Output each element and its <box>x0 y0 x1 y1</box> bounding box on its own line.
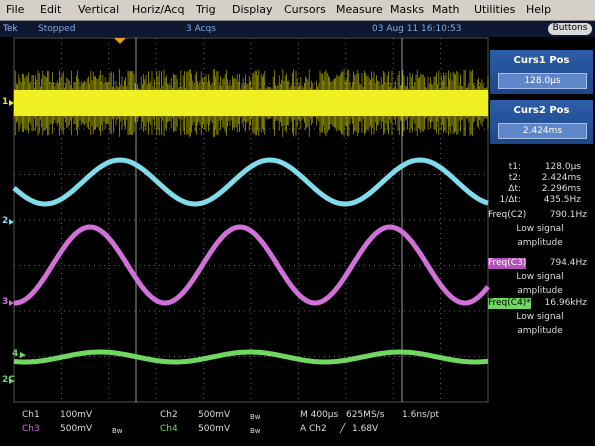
cursor-position-box[interactable]: Curs2 Pos 2.424ms <box>490 100 593 144</box>
channel-marker-arrow <box>9 219 14 225</box>
menu-item[interactable]: Vertical <box>78 3 120 16</box>
channel-name: Ch2 <box>160 410 178 420</box>
cursor-title: Curs1 Pos <box>513 55 570 66</box>
timebase-scale: M 400µs <box>300 410 339 420</box>
menu-item[interactable]: Measure <box>336 3 383 16</box>
sample-rate: 625MS/s <box>346 410 385 420</box>
brand: Tek <box>3 24 18 34</box>
readout-value: 2.424ms <box>541 173 581 183</box>
menu-item[interactable]: File <box>6 3 25 16</box>
channel-name: Ch1 <box>22 410 40 420</box>
ch4-waveform <box>13 349 489 365</box>
trigger-source: A Ch2 <box>300 424 327 434</box>
channel-marker: 4 <box>12 349 19 359</box>
readout-value: 128.0µs <box>544 162 581 172</box>
readout-value: 435.5Hz <box>543 195 581 205</box>
trigger-level: 1.68V <box>352 424 379 434</box>
measurement-label: Freq(C4)* <box>488 298 531 309</box>
channel-marker-arrow <box>9 378 14 384</box>
menu-item[interactable]: Trig <box>196 3 216 16</box>
menu-item[interactable]: Horiz/Acq <box>132 3 185 16</box>
status-bar: Tek Stopped 3 Acqs 03 Aug 11 16:10:53 Button… <box>0 21 595 37</box>
ch3-waveform <box>14 224 490 306</box>
menu-item[interactable]: Edit <box>40 3 62 16</box>
readout-value: 2.296ms <box>541 184 581 194</box>
measurement-label: Freq(C2) <box>488 210 527 220</box>
channel-scale: 500mV <box>198 424 231 434</box>
readout-label: t1: <box>508 162 521 172</box>
measurement-note: Low signal amplitude <box>516 272 564 296</box>
channel-marker-arrow <box>9 300 14 306</box>
measurement-note: Low signal amplitude <box>516 312 564 336</box>
menu-bar: File Edit Vertical Horiz/Acq Trig Display Curs… <box>0 0 595 21</box>
channel-scale: 500mV <box>60 424 93 434</box>
bandwidth-flag: Bw <box>250 427 261 435</box>
readout-label: t2: <box>508 173 521 183</box>
cursor-title: Curs2 Pos <box>513 105 570 116</box>
menu-item[interactable]: Display <box>232 3 273 16</box>
trigger-slope: ╱ <box>340 424 346 434</box>
channel-marker: 3 <box>2 297 9 307</box>
measurement-value: 790.1Hz <box>549 210 587 220</box>
channel-marker: 2C <box>2 375 15 385</box>
readout-label: Δt: <box>508 184 521 194</box>
measurement-note: Low signal amplitude <box>516 224 564 248</box>
bandwidth-flag: Bw <box>112 427 123 435</box>
channel-marker-arrow <box>9 100 14 106</box>
menu-item[interactable]: Math <box>432 3 460 16</box>
channel-marker: 1 <box>2 97 9 107</box>
readout-label: 1/Δt: <box>499 195 521 205</box>
channel-marker: 2 <box>2 216 9 226</box>
resolution: 1.6ns/pt <box>402 410 439 420</box>
menu-item[interactable]: Help <box>526 3 552 16</box>
channel-scale: 100mV <box>60 410 93 420</box>
measurement-label: Freq(C3) <box>488 258 527 269</box>
ch1-core <box>14 90 488 116</box>
acq-count: 3 Acqs <box>186 24 216 34</box>
buttons-button[interactable]: Buttons <box>548 23 592 35</box>
measurement-value: 794.4Hz <box>549 258 587 268</box>
menu-item[interactable]: Utilities <box>474 3 516 16</box>
cursor-position-box[interactable]: Curs1 Pos 128.0µs <box>490 50 593 94</box>
measurement-value: 16.96kHz <box>544 298 587 308</box>
timestamp: 03 Aug 11 16:10:53 <box>372 24 462 34</box>
acq-state: Stopped <box>38 24 76 34</box>
channel-marker-arrow <box>20 352 26 358</box>
channel-name: Ch3 <box>22 424 40 434</box>
menu-item[interactable]: Cursors <box>284 3 326 16</box>
ch2-waveform <box>12 157 489 207</box>
cursor-value[interactable]: 128.0µs <box>498 73 587 89</box>
channel-name: Ch4 <box>160 424 178 434</box>
menu-item[interactable]: Masks <box>390 3 425 16</box>
channel-scale: 500mV <box>198 410 231 420</box>
cursor-value[interactable]: 2.424ms <box>498 123 587 139</box>
bandwidth-flag: Bw <box>250 413 261 421</box>
trigger-position <box>114 38 126 44</box>
